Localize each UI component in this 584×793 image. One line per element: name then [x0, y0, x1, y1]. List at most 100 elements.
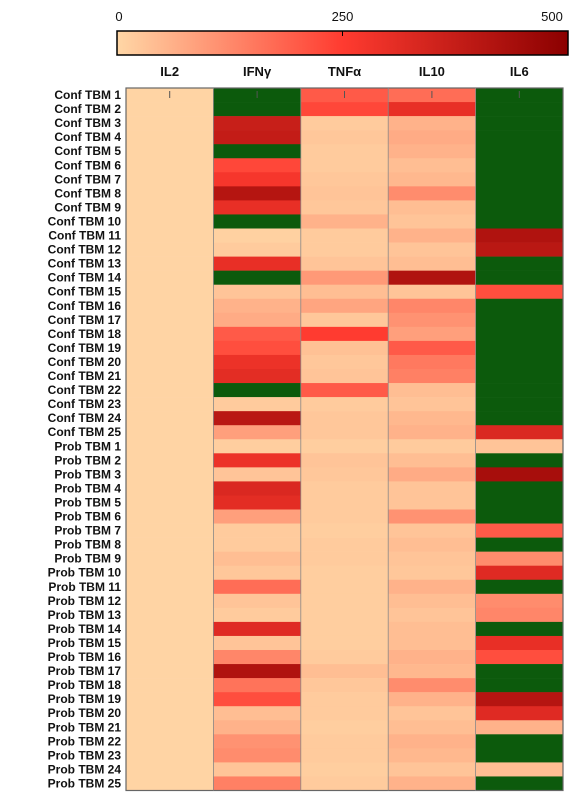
row-label: Conf TBM 21 [48, 369, 122, 383]
heatmap-cell [126, 383, 214, 398]
row-label: Prob TBM 18 [48, 678, 122, 692]
heatmap-cell [300, 144, 389, 159]
column-label: TNFα [328, 64, 361, 79]
heatmap-cell [388, 270, 476, 285]
row-label: Prob TBM 16 [48, 650, 122, 664]
heatmap-cell [388, 130, 476, 145]
heatmap-cell [300, 172, 389, 187]
heatmap-cell [213, 692, 302, 707]
heatmap-cell [475, 593, 564, 609]
row-label: Conf TBM 10 [48, 214, 122, 228]
heatmap-cell [126, 340, 214, 356]
row-label: Conf TBM 20 [48, 355, 122, 369]
heatmap-cell [475, 102, 564, 117]
heatmap-cell [300, 354, 389, 370]
column-label: IL10 [419, 64, 445, 79]
heatmap-cell [213, 200, 302, 215]
row-label: Conf TBM 11 [48, 229, 121, 243]
row-label: Prob TBM 21 [48, 720, 122, 734]
heatmap-cell [300, 635, 389, 651]
heatmap-cell [388, 720, 476, 735]
heatmap-cell [388, 102, 476, 117]
heatmap-cell [213, 621, 302, 637]
heatmap-cell [475, 130, 564, 145]
heatmap-cell [475, 312, 564, 328]
row-label: Conf TBM 17 [48, 313, 122, 327]
heatmap-cell [300, 621, 389, 637]
heatmap-cell [475, 158, 564, 173]
row-label: Conf TBM 12 [48, 243, 122, 257]
heatmap-cell [213, 664, 302, 679]
heatmap-cell [126, 481, 214, 496]
heatmap-cell [388, 537, 476, 552]
heatmap-cell [126, 650, 214, 665]
heatmap-cell [388, 467, 476, 482]
heatmap-cell [388, 158, 476, 173]
heatmap-cell [475, 621, 564, 637]
heatmap-cell [388, 523, 476, 538]
heatmap-cell [475, 762, 564, 777]
row-label: Prob TBM 17 [48, 664, 122, 678]
heatmap-cell [126, 144, 214, 159]
heatmap-cell [126, 453, 214, 468]
column-label: IFNγ [243, 64, 272, 79]
heatmap-cell [475, 523, 564, 538]
heatmap-cell [126, 130, 214, 145]
heatmap-cell [475, 411, 564, 426]
heatmap-cell [213, 453, 302, 468]
heatmap-cell [300, 214, 389, 229]
heatmap-cell [475, 664, 564, 679]
heatmap-cell [475, 172, 564, 187]
heatmap-cell [475, 340, 564, 356]
colorbar-tick-label: 0 [115, 9, 122, 24]
row-label: Prob TBM 8 [54, 538, 121, 552]
heatmap-cell [126, 102, 214, 117]
heatmap-cell [213, 706, 302, 721]
row-label: Prob TBM 1 [54, 439, 121, 453]
heatmap-cell [300, 256, 389, 271]
heatmap-cell [126, 242, 214, 257]
heatmap-cell [475, 509, 564, 524]
heatmap-cell [388, 593, 476, 609]
heatmap-cell [126, 509, 214, 524]
heatmap-cell [475, 256, 564, 271]
heatmap-cell [388, 748, 476, 763]
heatmap-cell [388, 411, 476, 426]
heatmap-cell [213, 776, 302, 791]
heatmap-cells [126, 88, 564, 791]
row-label: Prob TBM 10 [48, 566, 122, 580]
row-label: Prob TBM 23 [48, 748, 122, 762]
heatmap-cell [475, 298, 564, 314]
column-labels: IL2 IFNγ TNFα IL10 IL6 [160, 64, 528, 79]
heatmap-cell [213, 523, 302, 538]
heatmap-cell [300, 186, 389, 201]
heatmap-cell [300, 383, 389, 398]
heatmap-cell [213, 467, 302, 482]
heatmap-cell [388, 144, 476, 159]
heatmap-cell [300, 270, 389, 285]
heatmap-cell [475, 607, 564, 623]
heatmap-cell [475, 453, 564, 468]
heatmap-cell [213, 551, 302, 566]
heatmap-cell [388, 607, 476, 623]
heatmap-cell [126, 228, 214, 243]
row-label: Prob TBM 5 [54, 495, 121, 509]
heatmap-cell [126, 678, 214, 693]
heatmap-cell [388, 439, 476, 454]
heatmap-cell [475, 650, 564, 665]
heatmap-cell [475, 397, 564, 412]
heatmap-cell [475, 242, 564, 257]
heatmap-cell [213, 186, 302, 201]
heatmap-cell [475, 200, 564, 215]
heatmap-cell [300, 326, 389, 342]
heatmap-cell [300, 228, 389, 243]
heatmap-cell [388, 551, 476, 566]
heatmap-cell [300, 369, 389, 384]
row-label: Prob TBM 3 [54, 467, 121, 481]
grid-border [125, 87, 564, 792]
heatmap-cell [300, 340, 389, 356]
heatmap-cell [126, 635, 214, 651]
row-label: Conf TBM 2 [54, 102, 121, 116]
colorbar-tick-label: 500 [541, 9, 563, 24]
heatmap-cell [300, 523, 389, 538]
